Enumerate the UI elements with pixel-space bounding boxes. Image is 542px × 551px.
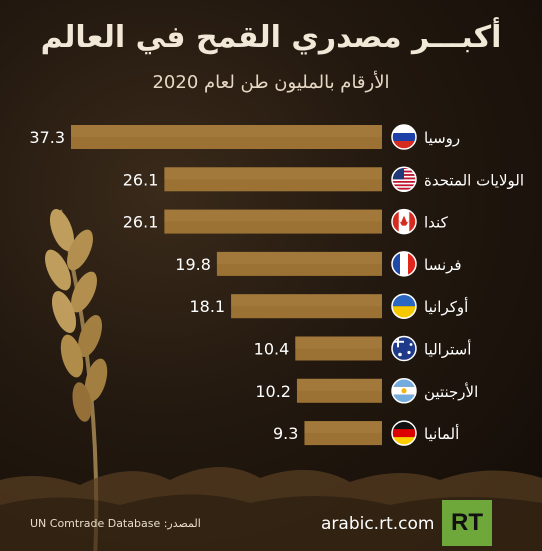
value-label-5: 10.4 <box>254 340 290 359</box>
category-label-4: أوكرانيا <box>424 297 468 316</box>
bar-1 <box>164 167 382 192</box>
ukraine-flag-icon <box>392 294 416 319</box>
bar-sheen-1 <box>164 167 382 180</box>
bar-2 <box>164 209 382 234</box>
bar-0 <box>71 125 382 149</box>
bar-7 <box>304 421 382 446</box>
category-label-2: كندا <box>424 214 449 232</box>
bar-5 <box>295 336 382 361</box>
value-label-4: 18.1 <box>189 297 225 316</box>
category-label-3: فرنسا <box>424 256 462 274</box>
website-link[interactable]: arabic.rt.com <box>321 514 435 534</box>
category-label-6: الأرجنتين <box>424 382 478 401</box>
value-label-2: 26.1 <box>123 213 159 232</box>
value-label-0: 37.3 <box>29 128 65 147</box>
france-flag-icon <box>392 251 416 276</box>
value-label-6: 10.2 <box>255 382 291 401</box>
value-label-7: 9.3 <box>273 424 298 443</box>
russia-flag-icon <box>392 125 416 149</box>
category-label-7: ألمانيا <box>424 424 459 443</box>
bar-3 <box>216 251 382 276</box>
bar-sheen-5 <box>295 336 382 349</box>
wheat-field-icon <box>0 466 542 551</box>
argentina-flag-icon <box>392 378 416 403</box>
category-label-1: الولايات المتحدة <box>424 171 524 189</box>
bar-sheen-2 <box>164 209 382 222</box>
bar-sheen-3 <box>216 251 382 264</box>
rt-logo: RT <box>442 500 492 546</box>
source-label: المصدر: UN Comtrade Database <box>30 517 201 530</box>
bar-4 <box>231 294 382 319</box>
category-label-5: أستراليا <box>424 340 471 359</box>
bar-sheen-7 <box>304 421 382 434</box>
bar-sheen-4 <box>231 294 382 307</box>
bar-sheen-0 <box>71 125 382 137</box>
value-label-1: 26.1 <box>123 170 159 189</box>
bar-6 <box>296 378 382 403</box>
bar-sheen-6 <box>296 378 382 391</box>
chart-title: أكبـــر مصدري القمح في العالم <box>40 20 502 55</box>
category-label-0: روسيا <box>424 129 460 147</box>
chart-subtitle: الأرقام بالمليون طن لعام 2020 <box>152 72 390 93</box>
value-label-3: 19.8 <box>175 255 211 274</box>
wheat-stalk-icon <box>45 209 108 551</box>
germany-flag-icon <box>392 421 416 446</box>
